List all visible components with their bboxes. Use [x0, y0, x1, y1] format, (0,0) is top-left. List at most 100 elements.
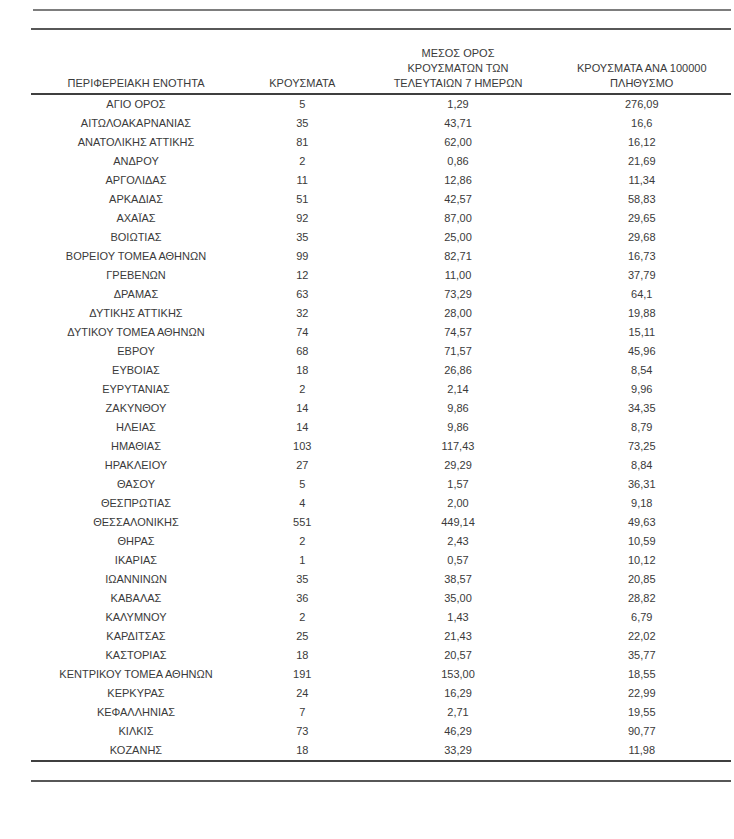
avg7days-cell: 1,43 [364, 608, 553, 627]
column-header-per100k: ΚΡΟΥΣΜΑΤΑ ΑΝΑ 100000 ΠΛΗΘΥΣΜΟ [553, 30, 732, 94]
avg7days-cell: 25,00 [364, 228, 553, 247]
table-header-row: ΠΕΡΙΦΕΡΕΙΑΚΗ ΕΝΟΤΗΤΑ ΚΡΟΥΣΜΑΤΑ ΜΕΣΟΣ ΟΡΟ… [31, 30, 731, 94]
table-row: ΑΡΓΟΛΙΔΑΣ1112,8611,34 [31, 171, 731, 190]
region-cell: ΚΑΡΔΙΤΣΑΣ [31, 627, 241, 646]
per100k-cell: 16,6 [553, 114, 732, 133]
cases-cell: 36 [241, 589, 364, 608]
cases-cell: 7 [241, 703, 364, 722]
table-row: ΚΑΒΑΛΑΣ3635,0028,82 [31, 589, 731, 608]
cases-cell: 5 [241, 94, 364, 114]
region-cell: ΑΓΙΟ ΟΡΟΣ [31, 94, 241, 114]
cases-cell: 99 [241, 247, 364, 266]
column-header-region: ΠΕΡΙΦΕΡΕΙΑΚΗ ΕΝΟΤΗΤΑ [31, 30, 241, 94]
region-cell: ΓΡΕΒΕΝΩΝ [31, 266, 241, 285]
cases-cell: 18 [241, 646, 364, 665]
table-row: ΑΙΤΩΛΟΑΚΑΡΝΑΝΙΑΣ3543,7116,6 [31, 114, 731, 133]
avg7days-cell: 42,57 [364, 190, 553, 209]
region-cell: ΙΚΑΡΙΑΣ [31, 551, 241, 570]
top-outer-rule [33, 9, 731, 11]
avg7days-cell: 0,86 [364, 152, 553, 171]
table-row: ΗΡΑΚΛΕΙΟΥ2729,298,84 [31, 456, 731, 475]
region-cell: ΘΕΣΣΑΛΟΝΙΚΗΣ [31, 513, 241, 532]
cases-cell: 2 [241, 532, 364, 551]
per100k-cell: 37,79 [553, 266, 732, 285]
table-row: ΑΝΔΡΟΥ20,8621,69 [31, 152, 731, 171]
avg7days-cell: 26,86 [364, 361, 553, 380]
table-row: ΔΥΤΙΚΗΣ ΑΤΤΙΚΗΣ3228,0019,88 [31, 304, 731, 323]
per100k-cell: 34,35 [553, 399, 732, 418]
region-cell: ΗΜΑΘΙΑΣ [31, 437, 241, 456]
regional-cases-table: ΠΕΡΙΦΕΡΕΙΑΚΗ ΕΝΟΤΗΤΑ ΚΡΟΥΣΜΑΤΑ ΜΕΣΟΣ ΟΡΟ… [31, 30, 731, 760]
bottom-outer-rule [31, 780, 731, 782]
table-row: ΒΟΙΩΤΙΑΣ3525,0029,68 [31, 228, 731, 247]
avg7days-cell: 21,43 [364, 627, 553, 646]
cases-cell: 18 [241, 741, 364, 760]
cases-cell: 4 [241, 494, 364, 513]
avg7days-cell: 11,00 [364, 266, 553, 285]
table-row: ΑΡΚΑΔΙΑΣ5142,5758,83 [31, 190, 731, 209]
region-cell: ΔΥΤΙΚΗΣ ΑΤΤΙΚΗΣ [31, 304, 241, 323]
cases-cell: 18 [241, 361, 364, 380]
cases-cell: 12 [241, 266, 364, 285]
per100k-cell: 22,02 [553, 627, 732, 646]
per100k-cell: 16,73 [553, 247, 732, 266]
table-row: ΗΛΕΙΑΣ149,868,79 [31, 418, 731, 437]
cases-cell: 25 [241, 627, 364, 646]
cases-cell: 1 [241, 551, 364, 570]
per100k-cell: 36,31 [553, 475, 732, 494]
column-header-avg7days: ΜΕΣΟΣ ΟΡΟΣ ΚΡΟΥΣΜΑΤΩΝ ΤΩΝ ΤΕΛΕΥΤΑΙΩΝ 7 Η… [364, 30, 553, 94]
per100k-cell: 64,1 [553, 285, 732, 304]
cases-cell: 2 [241, 608, 364, 627]
table-row: ΚΕΝΤΡΙΚΟΥ ΤΟΜΕΑ ΑΘΗΝΩΝ191153,0018,55 [31, 665, 731, 684]
region-cell: ΑΝΑΤΟΛΙΚΗΣ ΑΤΤΙΚΗΣ [31, 133, 241, 152]
region-cell: ΕΥΒΟΙΑΣ [31, 361, 241, 380]
table-row: ΓΡΕΒΕΝΩΝ1211,0037,79 [31, 266, 731, 285]
avg7days-cell: 0,57 [364, 551, 553, 570]
per100k-cell: 11,34 [553, 171, 732, 190]
per100k-cell: 8,84 [553, 456, 732, 475]
avg7days-cell: 74,57 [364, 323, 553, 342]
per100k-cell: 58,83 [553, 190, 732, 209]
avg7days-cell: 16,29 [364, 684, 553, 703]
region-cell: ΚΙΛΚΙΣ [31, 722, 241, 741]
avg7days-cell: 43,71 [364, 114, 553, 133]
per100k-cell: 73,25 [553, 437, 732, 456]
per100k-cell: 6,79 [553, 608, 732, 627]
per100k-cell: 19,88 [553, 304, 732, 323]
region-cell: ΚΑΛΥΜΝΟΥ [31, 608, 241, 627]
per100k-cell: 10,12 [553, 551, 732, 570]
per100k-cell: 8,79 [553, 418, 732, 437]
avg7days-cell: 153,00 [364, 665, 553, 684]
region-cell: ΒΟΡΕΙΟΥ ΤΟΜΕΑ ΑΘΗΝΩΝ [31, 247, 241, 266]
avg7days-cell: 2,14 [364, 380, 553, 399]
region-cell: ΘΗΡΑΣ [31, 532, 241, 551]
region-cell: ΙΩΑΝΝΙΝΩΝ [31, 570, 241, 589]
cases-cell: 103 [241, 437, 364, 456]
region-cell: ΕΒΡΟΥ [31, 342, 241, 361]
per100k-cell: 9,96 [553, 380, 732, 399]
avg7days-cell: 73,29 [364, 285, 553, 304]
cases-cell: 5 [241, 475, 364, 494]
cases-cell: 14 [241, 418, 364, 437]
column-header-cases: ΚΡΟΥΣΜΑΤΑ [241, 30, 364, 94]
table-row: ΑΝΑΤΟΛΙΚΗΣ ΑΤΤΙΚΗΣ8162,0016,12 [31, 133, 731, 152]
cases-cell: 63 [241, 285, 364, 304]
table-row: ΕΥΒΟΙΑΣ1826,868,54 [31, 361, 731, 380]
region-cell: ΔΥΤΙΚΟΥ ΤΟΜΕΑ ΑΘΗΝΩΝ [31, 323, 241, 342]
region-cell: ΗΡΑΚΛΕΙΟΥ [31, 456, 241, 475]
avg7days-cell: 117,43 [364, 437, 553, 456]
region-cell: ΑΡΚΑΔΙΑΣ [31, 190, 241, 209]
table-row: ΙΚΑΡΙΑΣ10,5710,12 [31, 551, 731, 570]
region-cell: ΚΕΝΤΡΙΚΟΥ ΤΟΜΕΑ ΑΘΗΝΩΝ [31, 665, 241, 684]
per100k-cell: 16,12 [553, 133, 732, 152]
table-row: ΘΑΣΟΥ51,5736,31 [31, 475, 731, 494]
per100k-cell: 8,54 [553, 361, 732, 380]
cases-cell: 27 [241, 456, 364, 475]
region-cell: ΚΑΒΑΛΑΣ [31, 589, 241, 608]
region-cell: ΚΑΣΤΟΡΙΑΣ [31, 646, 241, 665]
cases-cell: 191 [241, 665, 364, 684]
avg7days-cell: 38,57 [364, 570, 553, 589]
per100k-cell: 21,69 [553, 152, 732, 171]
region-cell: ΖΑΚΥΝΘΟΥ [31, 399, 241, 418]
cases-cell: 92 [241, 209, 364, 228]
